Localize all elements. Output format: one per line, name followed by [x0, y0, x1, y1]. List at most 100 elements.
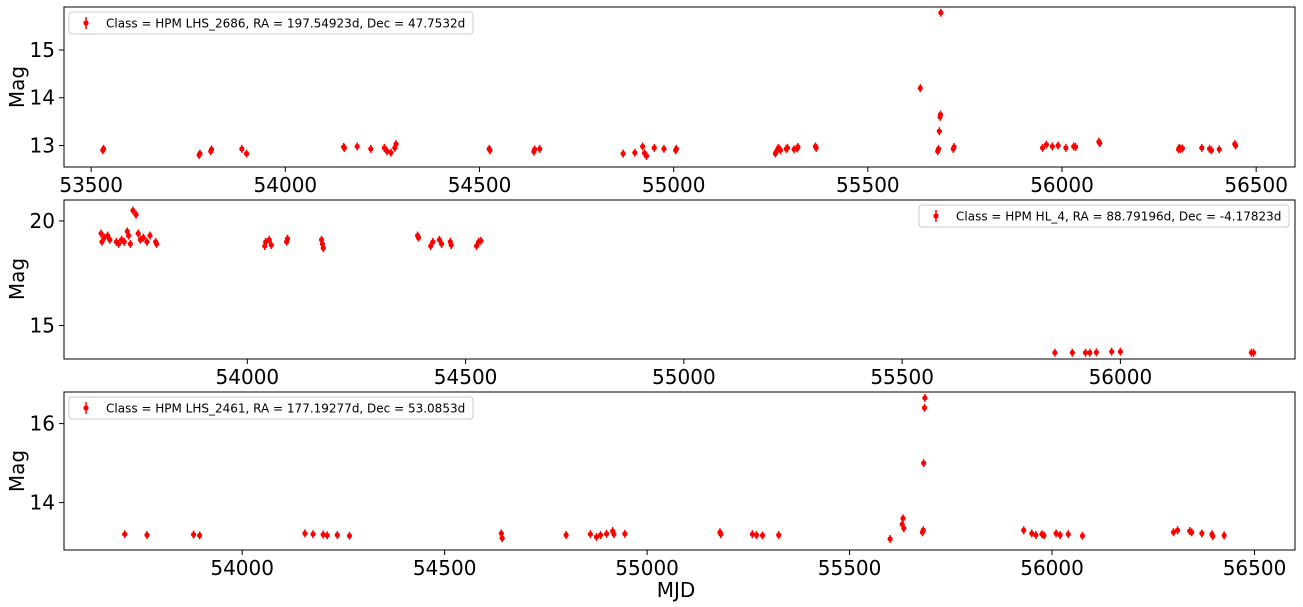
y-tick-label: 15: [30, 314, 55, 338]
data-point: [920, 527, 926, 533]
data-point: [341, 145, 347, 151]
data-point: [121, 239, 127, 245]
data-point: [1250, 350, 1257, 356]
data-point: [302, 530, 308, 537]
data-point: [887, 536, 893, 542]
series-points: [122, 393, 1227, 543]
data-point: [901, 525, 907, 531]
data-point: [415, 235, 422, 241]
data-point: [1021, 527, 1027, 533]
data-point: [320, 531, 326, 538]
data-point: [1208, 147, 1215, 153]
y-axis-label: Mag: [5, 258, 29, 300]
data-point: [563, 532, 569, 538]
data-point: [268, 242, 274, 248]
y-tick-label: 20: [30, 209, 55, 233]
series-points: [100, 8, 1239, 161]
data-point: [448, 242, 454, 248]
data-point: [651, 145, 657, 151]
data-point: [776, 532, 782, 538]
x-tick-label: 56500: [1224, 173, 1288, 197]
data-point: [239, 146, 245, 152]
data-point: [147, 232, 153, 239]
data-point: [430, 239, 436, 245]
data-point: [1093, 349, 1099, 355]
data-point: [587, 531, 594, 537]
data-point: [1082, 350, 1089, 356]
data-point: [718, 531, 724, 537]
data-point: [1069, 350, 1075, 356]
legend-box: [918, 204, 1290, 228]
data-point: [620, 151, 626, 157]
legend-marker: [933, 213, 939, 219]
x-tick-label: 54000: [254, 173, 318, 197]
x-tick-label: 56000: [1020, 556, 1084, 580]
x-tick-label: 55000: [615, 556, 679, 580]
data-point: [428, 243, 434, 249]
data-point: [938, 10, 944, 16]
x-tick-label: 56000: [1089, 365, 1153, 389]
data-point: [921, 460, 927, 466]
data-point: [487, 147, 493, 153]
data-point: [951, 144, 957, 150]
data-point: [284, 236, 291, 242]
data-point: [1057, 532, 1063, 538]
data-point: [795, 144, 801, 150]
data-point: [1174, 527, 1181, 533]
data-point: [1170, 529, 1177, 535]
y-tick-label: 14: [30, 86, 55, 110]
data-point: [1039, 145, 1046, 151]
data-point: [1041, 532, 1047, 538]
data-point: [537, 146, 543, 152]
data-point: [900, 515, 906, 522]
data-point: [1055, 142, 1061, 149]
data-point: [936, 128, 942, 134]
data-point: [346, 533, 353, 539]
data-point: [135, 230, 141, 237]
data-point: [593, 534, 600, 540]
data-point: [1053, 530, 1059, 537]
data-point: [190, 531, 197, 538]
data-point: [1221, 532, 1227, 538]
data-point: [266, 237, 272, 243]
data-point: [243, 151, 250, 157]
data-point: [935, 146, 942, 152]
data-point: [1049, 143, 1055, 150]
x-tick-label: 55500: [818, 556, 882, 580]
data-point: [388, 150, 394, 156]
data-point: [1052, 350, 1058, 356]
data-point: [324, 532, 330, 538]
data-point: [1097, 140, 1103, 146]
x-tick-label: 56000: [1030, 173, 1094, 197]
data-point: [917, 85, 923, 91]
data-point: [1232, 142, 1239, 149]
data-point: [101, 146, 107, 152]
data-point: [478, 238, 484, 244]
data-point: [1199, 145, 1205, 151]
data-point: [1029, 530, 1035, 537]
data-point: [197, 151, 203, 157]
data-point: [368, 146, 374, 152]
x-tick-label: 54500: [448, 173, 512, 197]
panel-1: 53500 54000 54500 55000 55500 56000 56500 13 14 1…: [5, 6, 1296, 197]
legend-box: [68, 396, 474, 420]
data-point: [1216, 146, 1222, 152]
data-point: [921, 405, 928, 411]
x-tick-label: 54500: [434, 365, 498, 389]
panel-2: 54000 54500 55000 55500 56000 15 20 Mag Class = …: [5, 199, 1296, 389]
data-point: [208, 146, 215, 152]
data-point: [640, 143, 646, 150]
data-point: [107, 237, 113, 243]
y-tick-label: 15: [30, 38, 55, 62]
legend-label: Class = HPM LHS_2461, RA = 177.19277d, D…: [106, 402, 465, 416]
plot-frame: [63, 199, 1296, 360]
legend: Class = HPM HL_4, RA = 88.79196d, Dec = …: [918, 204, 1290, 228]
data-point: [197, 532, 203, 538]
data-point: [438, 241, 445, 247]
x-tick-label: 55500: [836, 173, 900, 197]
data-point: [643, 153, 650, 159]
data-point: [99, 239, 105, 245]
data-point: [749, 531, 755, 537]
x-tick-label: 53500: [59, 173, 123, 197]
data-point: [473, 243, 480, 249]
